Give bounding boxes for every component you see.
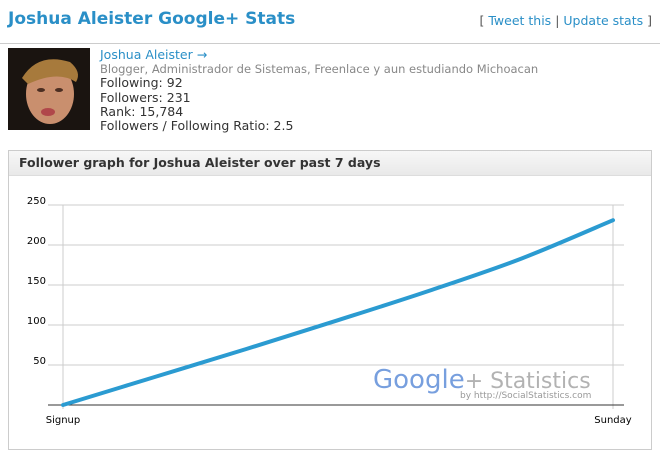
stats: Following: 92 Followers: 231 Rank: 15,784 Foll… [100,76,538,133]
y-tick-label: 200 [27,236,46,247]
tweet-link[interactable]: Tweet this [488,13,552,28]
stat-value: 231 [166,89,191,105]
y-tick-label: 150 [27,276,46,287]
bracket: ] [647,13,652,28]
bracket: [ [479,13,485,28]
stat-row: Followers: 231 [100,89,538,105]
stat-label: Rank: [100,103,136,119]
watermark-suffix: + Statistics [465,369,591,394]
stat-row: Following: 92 [100,76,538,90]
stat-row: Followers / Following Ratio: 2.5 [100,118,538,134]
stat-value: 92 [166,75,183,91]
profile: Joshua Aleister → Blogger, Administrador… [100,47,539,133]
y-tick-label: 100 [27,316,46,327]
update-link[interactable]: Update stats [563,13,644,28]
page-title: Joshua Aleister Google+ Stats [8,9,296,29]
watermark-byline: by http://SocialStatistics.com [460,391,591,401]
chart-title: Follower graph for Joshua Aleister over … [19,155,381,170]
profile-name[interactable]: Joshua Aleister → [100,47,208,62]
profile-bio: Blogger, Administrador de Sistemas, Free… [100,62,539,77]
stat-row: Rank: 15,784 [100,103,538,119]
y-tick-label: 50 [33,356,46,367]
x-tick-label: Signup [46,415,81,426]
divider [0,43,660,44]
watermark-brand: Google [373,365,465,395]
stat-label: Followers: [100,89,163,105]
avatar [8,48,90,130]
actions: [ Tweet this | Update stats ] [479,13,652,28]
y-tick-label: 250 [27,196,46,207]
series-line [61,218,615,407]
chart-panel: Follower graph for Joshua Aleister over … [8,150,652,450]
stat-label: Following: [100,75,163,91]
x-tick-label: Sunday [594,415,631,426]
stat-label: Followers / Following Ratio: [100,118,270,134]
separator: | [555,13,560,28]
panel-header: Follower graph for Joshua Aleister over … [9,151,651,176]
watermark: Google+ Statistics [373,365,591,395]
stat-value: 15,784 [139,103,184,119]
stat-value: 2.5 [273,118,294,134]
